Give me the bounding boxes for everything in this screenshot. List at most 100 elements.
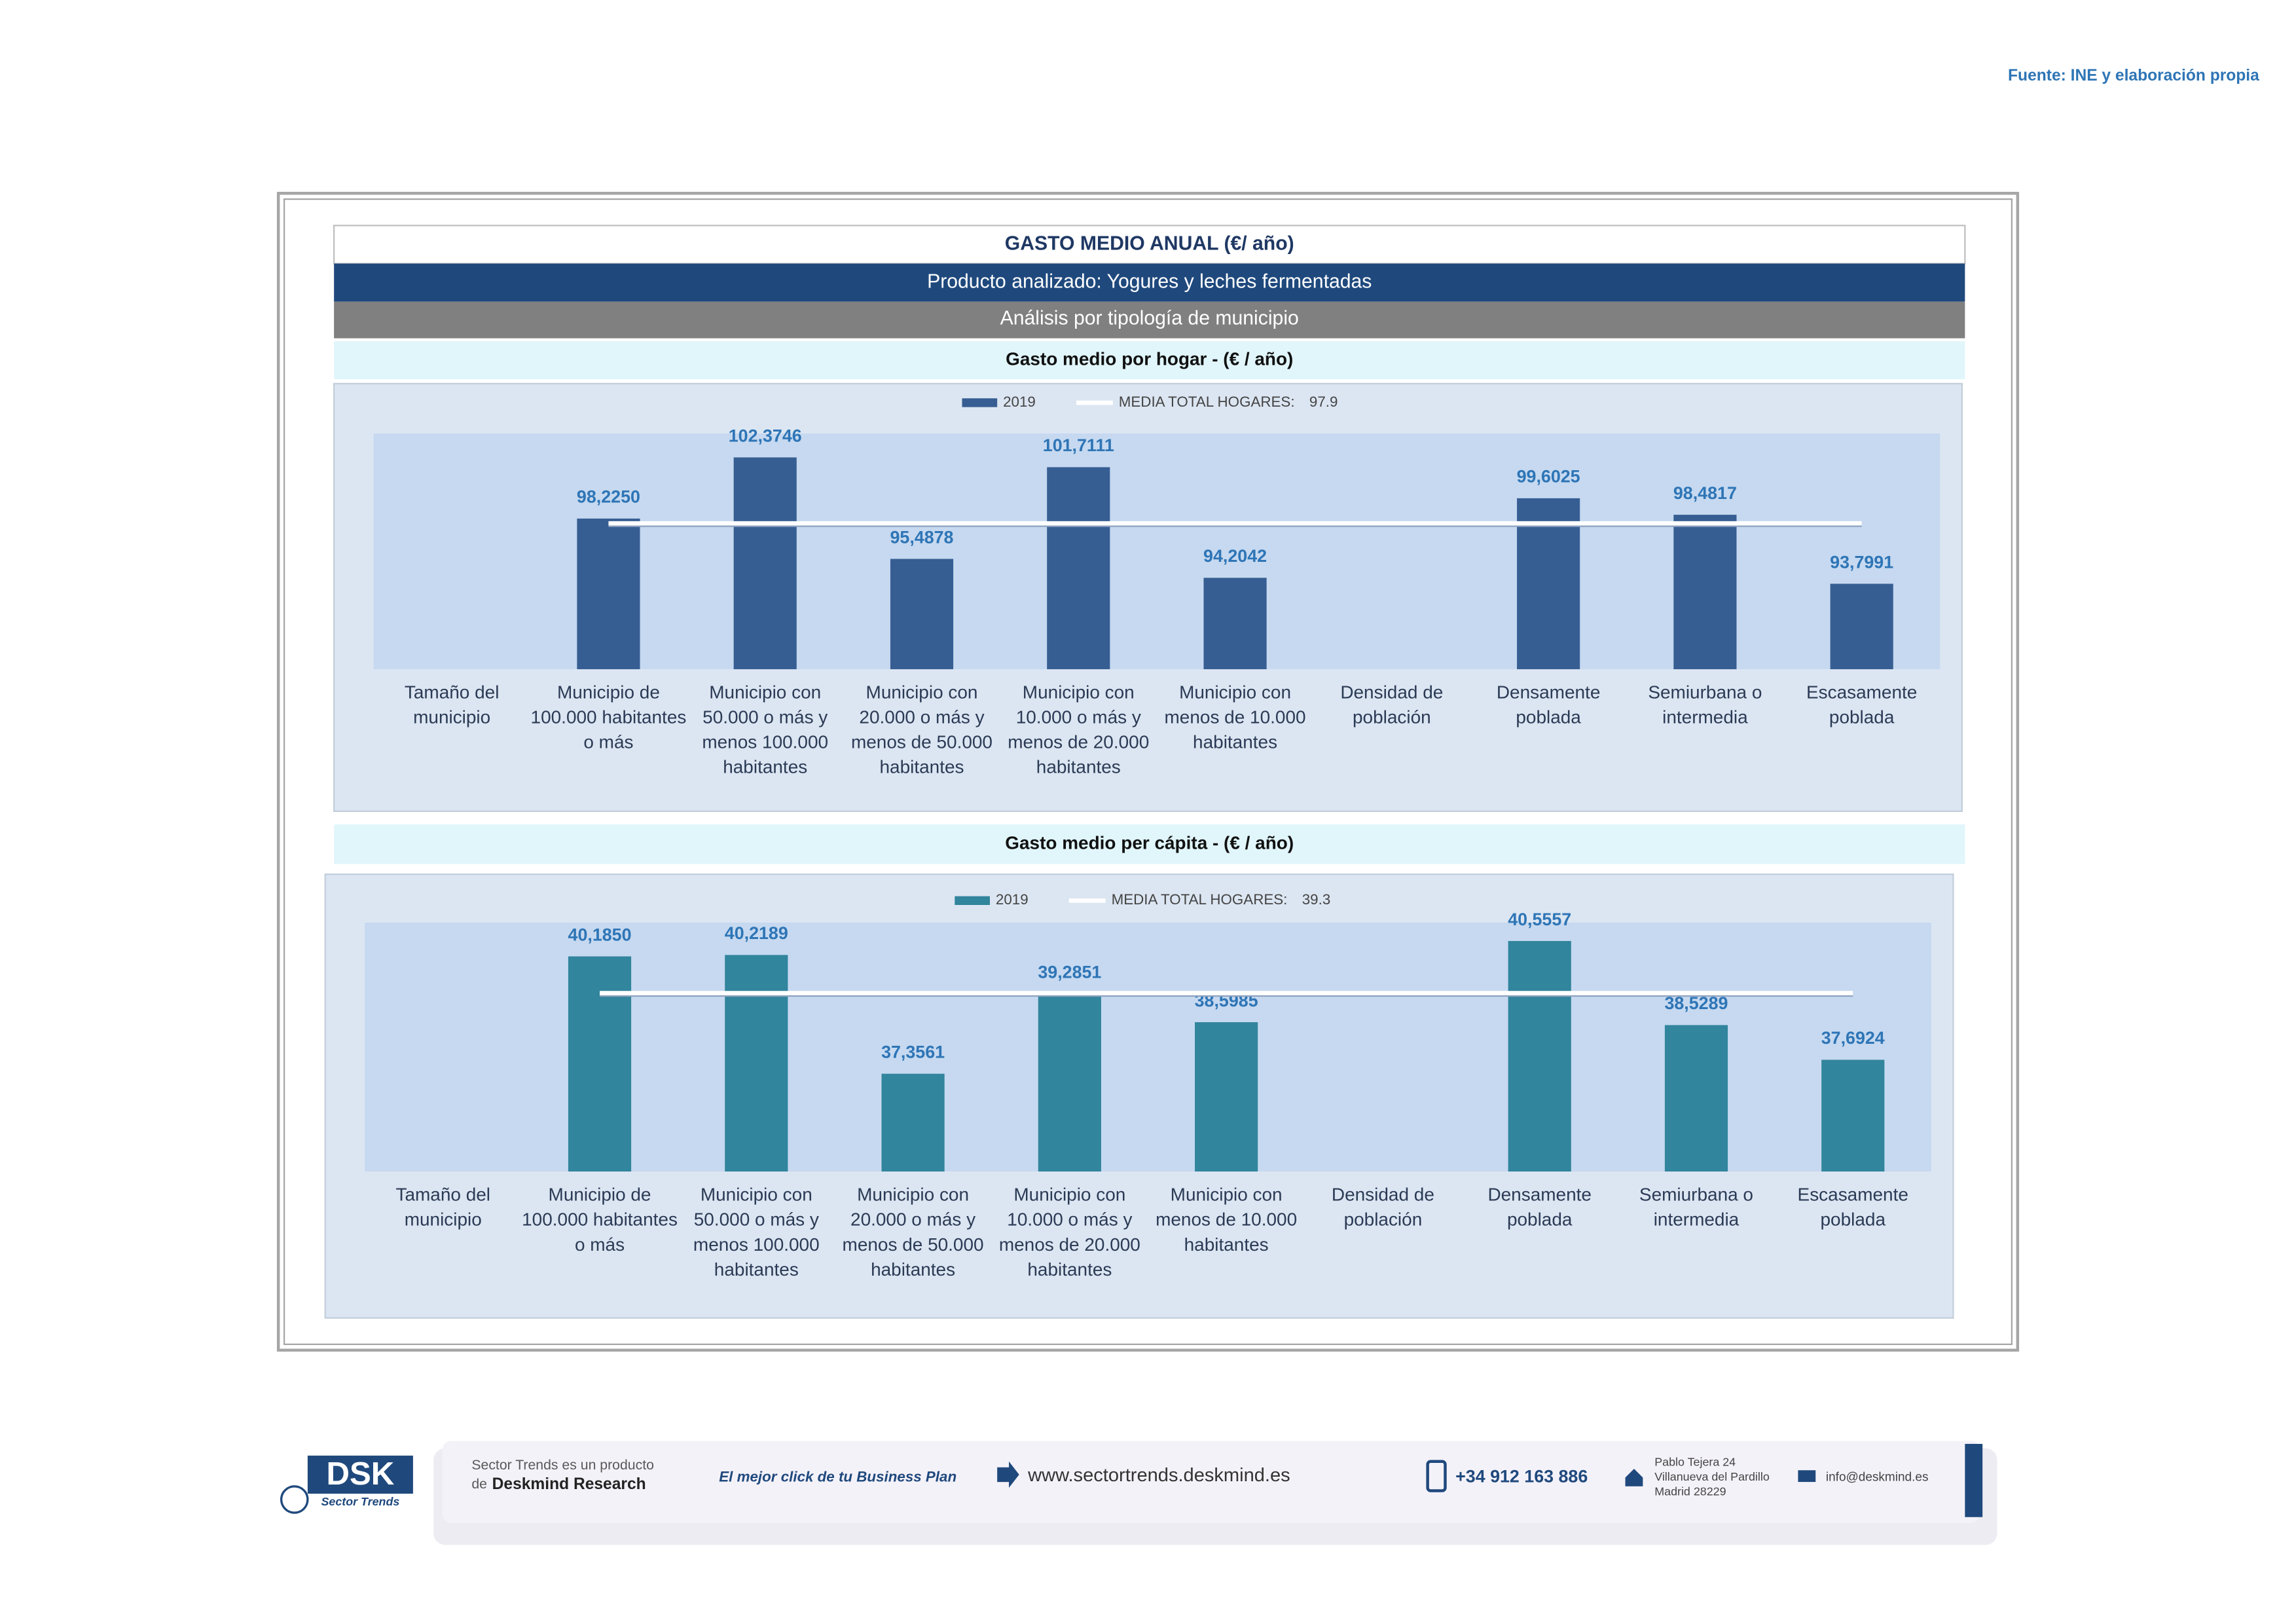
product-line: Sector Trends es un producto — [471, 1457, 654, 1473]
x-tick-label: Municipio con 50.000 o más y menos 100.0… — [693, 1185, 820, 1280]
x-tick-label: Municipio de 100.000 habitantes o más — [522, 1185, 678, 1255]
bar — [733, 457, 797, 669]
x-tick-label: Municipio con menos de 10.000 habitantes — [1156, 1185, 1298, 1255]
outer-frame — [276, 191, 2020, 1352]
bar — [1203, 578, 1267, 669]
x-tick-label: Tamaño del municipio — [404, 682, 500, 728]
x-tick-text: Municipio con menos de 10.000 habitantes — [1164, 682, 1306, 753]
value-label: 37,3561 — [881, 1043, 945, 1062]
address2: Villanueva del Pardillo — [1654, 1470, 1770, 1483]
bar — [890, 559, 954, 669]
x-tick-text: Municipio con 20.000 o más y menos de 50… — [850, 682, 993, 778]
product-band — [334, 263, 1965, 302]
value-label: 98,2250 — [577, 487, 640, 507]
x-tick-label: Municipio de 100.000 habitantes o más — [530, 682, 687, 753]
chart-title-band — [334, 341, 1965, 380]
x-tick-text: Escasamente poblada — [1806, 682, 1918, 728]
bar — [568, 956, 632, 1172]
value-label: 93,7991 — [1830, 552, 1893, 572]
legend-swatch — [962, 398, 998, 407]
x-tick-text: Tamaño del municipio — [404, 682, 500, 728]
x-tick-label: Municipio con 50.000 o más y menos 100.0… — [702, 682, 829, 778]
value-label: 98,4817 — [1673, 483, 1737, 503]
x-tick-text: Municipio de 100.000 habitantes o más — [522, 1185, 678, 1255]
x-tick-text: Escasamente poblada — [1797, 1185, 1908, 1230]
product: Producto analizado: Yogures y leches fer… — [927, 271, 1372, 293]
email: info@deskmind.es — [1826, 1470, 1929, 1484]
bar — [1673, 515, 1737, 669]
mail-icon — [1798, 1470, 1816, 1483]
bar — [577, 518, 640, 669]
bar — [1508, 940, 1571, 1172]
x-tick-text: Densidad de población — [1331, 1185, 1434, 1230]
x-tick-text: Municipio con 50.000 o más y menos 100.0… — [702, 682, 829, 778]
analysis: Análisis por tipología de municipio — [1000, 307, 1299, 329]
footer: DSK Sector Trends Sector Trends es un pr… — [280, 1441, 1997, 1545]
x-tick-label: Municipio con 20.000 o más y menos de 50… — [850, 682, 993, 778]
value-label: 40,1850 — [568, 925, 632, 944]
x-tick-label: Municipio con 10.000 o más y menos de 20… — [999, 1185, 1140, 1280]
x-tick-text: Municipio con 10.000 o más y menos de 20… — [1008, 682, 1150, 778]
value-label: 40,5557 — [1508, 910, 1571, 929]
x-tick-label: Municipio con 10.000 o más y menos de 20… — [1008, 682, 1150, 778]
page-title: GASTO MEDIO ANUAL (€/ año) — [1005, 232, 1294, 254]
logo: DSK — [326, 1456, 394, 1492]
x-tick-label: Tamaño del municipio — [395, 1185, 491, 1230]
x-tick-text: Densamente poblada — [1487, 1185, 1592, 1230]
x-tick-label: Semiurbana o intermedia — [1639, 1185, 1753, 1230]
address1: Pablo Tejera 24 — [1654, 1456, 1736, 1469]
product-de: de — [471, 1476, 487, 1492]
x-tick-label: Municipio con 20.000 o más y menos de 50… — [842, 1185, 984, 1280]
bar — [1830, 583, 1893, 669]
x-tick-text: Densidad de población — [1340, 682, 1444, 728]
legend-swatch — [955, 896, 990, 906]
bar — [1821, 1060, 1885, 1172]
product-name: Deskmind Research — [492, 1475, 646, 1493]
x-tick-label: Escasamente poblada — [1797, 1185, 1908, 1230]
value-label: 37,6924 — [1821, 1028, 1885, 1048]
bar — [725, 955, 788, 1172]
x-tick-label: Densamente poblada — [1487, 1185, 1592, 1230]
phone-icon — [1426, 1460, 1447, 1492]
x-tick-text: Municipio con menos de 10.000 habitantes — [1156, 1185, 1298, 1255]
web: www.sectortrends.deskmind.es — [1027, 1465, 1290, 1486]
logo-sub: Sector Trends — [321, 1495, 399, 1508]
value-label: 99,6025 — [1517, 467, 1580, 487]
x-tick-label: Municipio con menos de 10.000 habitantes — [1164, 682, 1306, 753]
web-icon — [997, 1461, 1019, 1488]
phone: +34 912 163 886 — [1455, 1466, 1588, 1486]
bar — [1664, 1025, 1728, 1172]
value-label: 40,2189 — [725, 923, 788, 943]
legend-label: MEDIA TOTAL HOGARES: — [1112, 891, 1288, 908]
value-label: 102,3746 — [729, 426, 802, 445]
x-tick-text: Tamaño del municipio — [395, 1185, 491, 1230]
logo-box — [307, 1455, 413, 1494]
value-label: 39,2851 — [1038, 962, 1101, 982]
footer-box — [442, 1441, 1980, 1523]
x-tick-label: Semiurbana o intermedia — [1648, 682, 1762, 728]
bar — [881, 1073, 945, 1172]
chart-title-band — [334, 824, 1965, 864]
bar — [1195, 1022, 1258, 1172]
slogan: El mejor click de tu Business Plan — [719, 1468, 957, 1485]
source: Fuente: INE y elaboración propia — [2008, 67, 2259, 84]
x-tick-text: Semiurbana o intermedia — [1648, 682, 1762, 728]
value-label: 38,5289 — [1664, 993, 1728, 1013]
logo-icon — [280, 1485, 309, 1514]
title-box — [333, 225, 1966, 265]
x-tick-text: Municipio de 100.000 habitantes o más — [530, 682, 687, 753]
bar — [1047, 467, 1110, 669]
x-tick-text: Municipio con 50.000 o más y menos 100.0… — [693, 1185, 820, 1280]
x-tick-text: Semiurbana o intermedia — [1639, 1185, 1753, 1230]
charts: Gasto medio por hogar - (€ / año) 2019 MED… — [324, 341, 1965, 1319]
legend-label: MEDIA TOTAL HOGARES: — [1119, 394, 1295, 410]
analysis-band — [334, 301, 1965, 339]
x-tick-text: Municipio con 20.000 o más y menos de 50… — [842, 1185, 984, 1280]
chart-title: Gasto medio per cápita - (€ / año) — [1005, 833, 1294, 853]
legend-value: 39.3 — [1302, 891, 1331, 908]
x-tick-label: Densidad de población — [1340, 682, 1444, 728]
address3: Madrid 28229 — [1654, 1485, 1726, 1498]
legend-value: 97.9 — [1309, 394, 1338, 410]
